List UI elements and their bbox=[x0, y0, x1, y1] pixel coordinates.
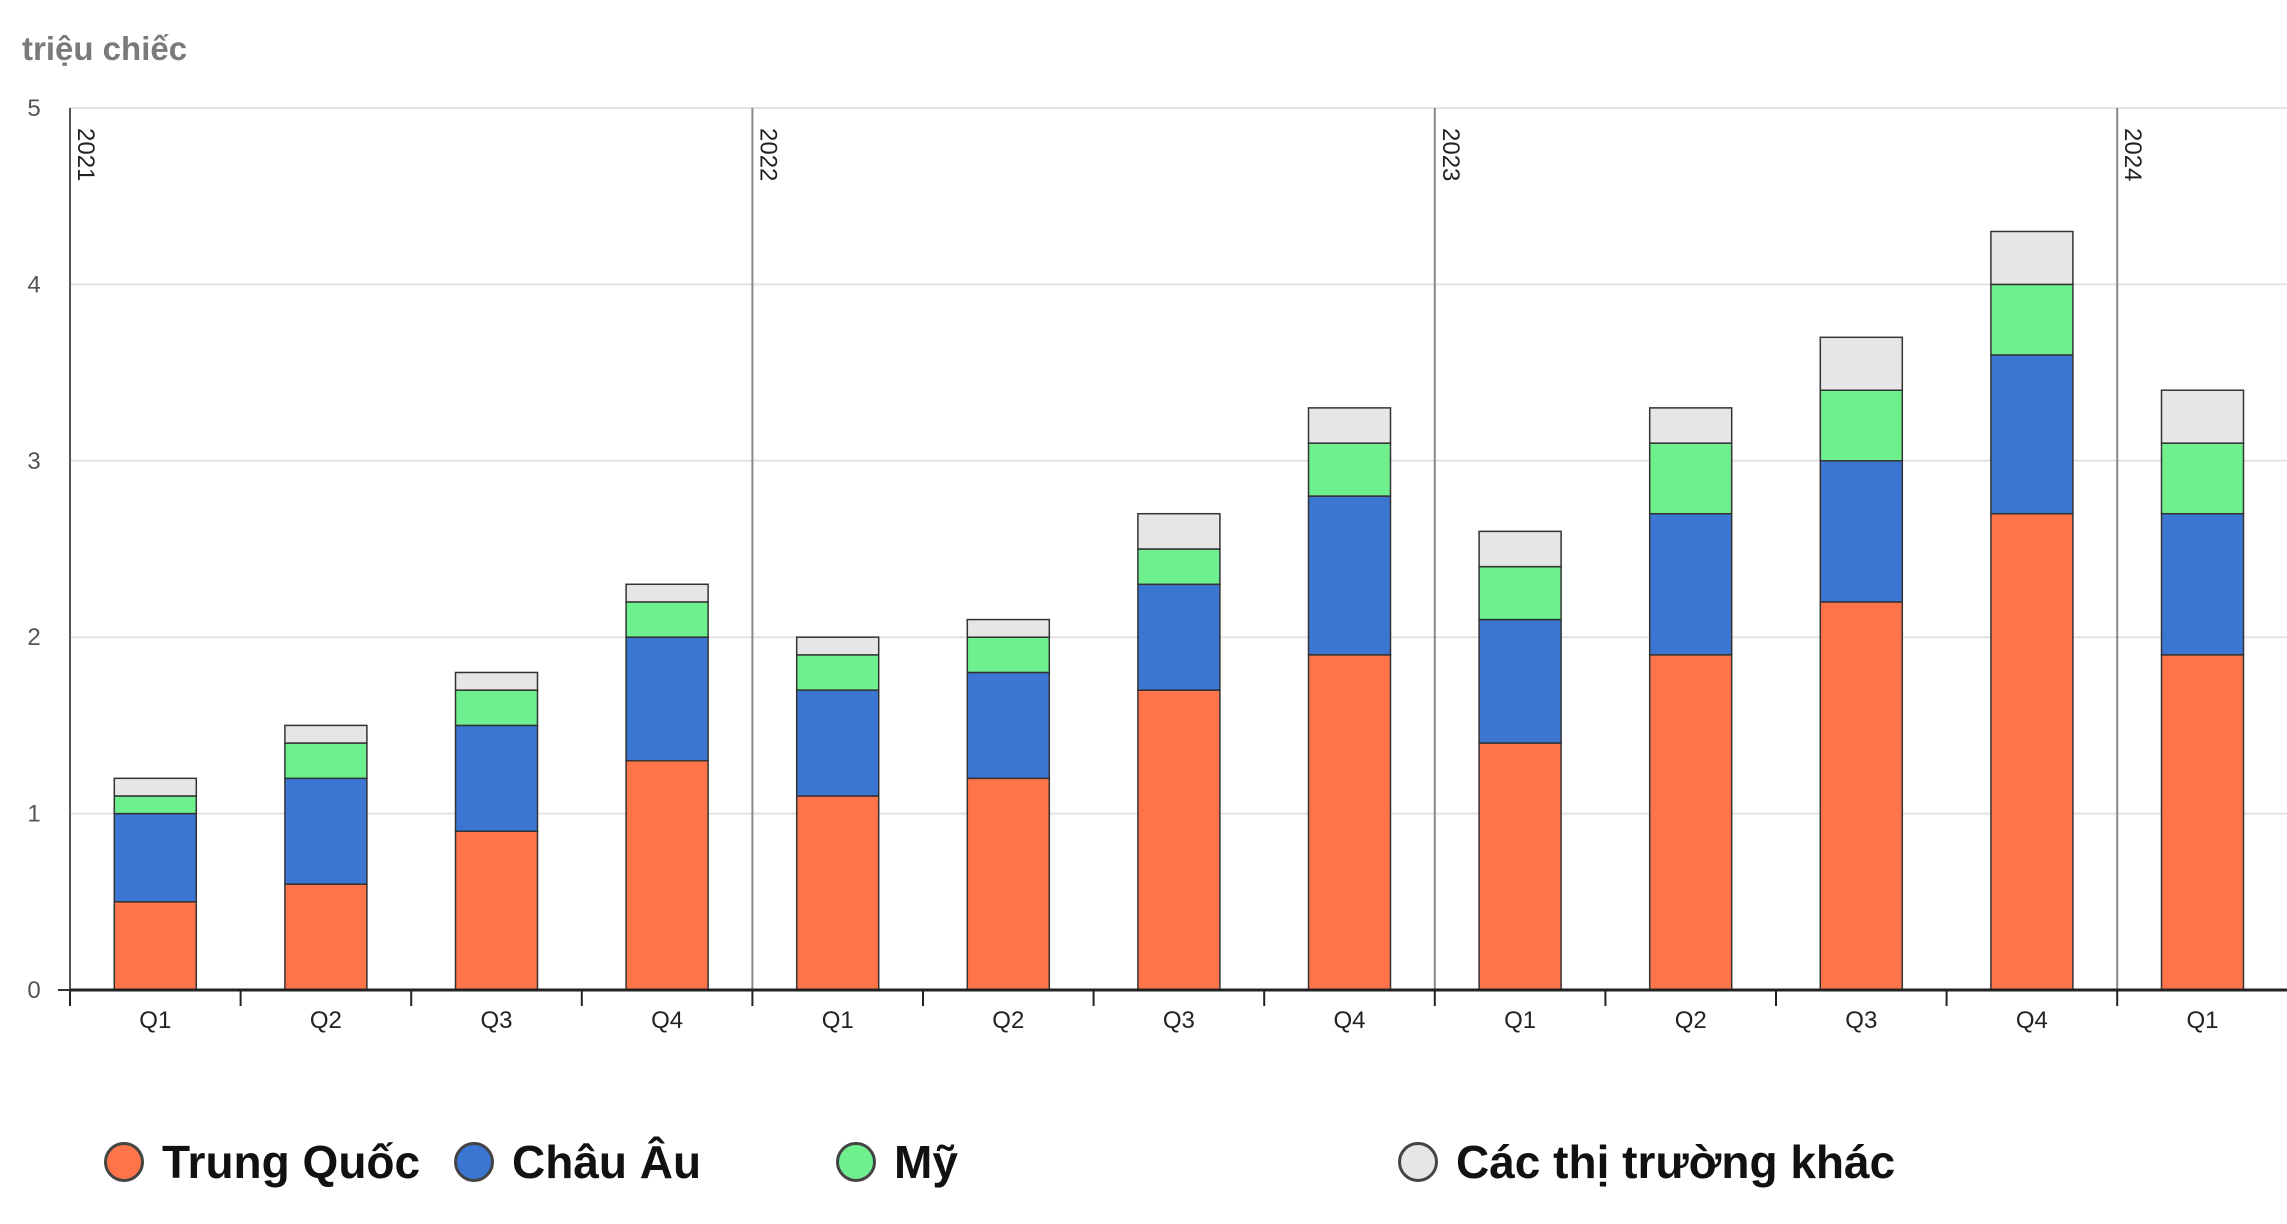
year-label: 2022 bbox=[754, 128, 781, 181]
year-label: 2023 bbox=[1437, 128, 1464, 181]
legend-item-us[interactable]: Mỹ bbox=[836, 1132, 958, 1192]
bar-segment-europe bbox=[113, 812, 198, 903]
x-tick-label: Q3 bbox=[480, 1007, 512, 1034]
legend-label-us: Mỹ bbox=[894, 1136, 958, 1188]
bar-segment-us bbox=[1990, 283, 2074, 356]
y-tick-label: 5 bbox=[27, 95, 40, 122]
year-label: 2021 bbox=[72, 128, 99, 181]
bar-segment-europe bbox=[1307, 495, 1392, 656]
x-tick-label: Q2 bbox=[310, 1007, 342, 1034]
bar-segment-other bbox=[966, 618, 1051, 638]
legend-swatch-other bbox=[1398, 1142, 1438, 1182]
bar-segment-us bbox=[1819, 389, 1904, 462]
legend-swatch-europe bbox=[454, 1142, 494, 1182]
year-separators bbox=[751, 108, 2119, 990]
bar-segment-us bbox=[1307, 442, 1392, 497]
x-tick-label: Q1 bbox=[139, 1007, 171, 1034]
year-labels: 2021 2022 2023 2024 bbox=[72, 128, 2146, 181]
y-tick-label: 3 bbox=[27, 448, 40, 475]
bar-segment-europe bbox=[795, 689, 880, 797]
bar-segment-us bbox=[113, 795, 198, 815]
legend-label-europe: Châu Âu bbox=[512, 1136, 702, 1188]
bar-segment-europe bbox=[1478, 618, 1562, 744]
bar-segment-other bbox=[2160, 389, 2245, 444]
bar-segment-other bbox=[1478, 530, 1562, 568]
bar-segment-europe bbox=[625, 636, 709, 762]
bar-segment-other bbox=[284, 724, 368, 744]
bar-segment-europe bbox=[966, 671, 1051, 780]
bar-segment-europe bbox=[284, 777, 368, 885]
y-tick-labels: 0 1 2 3 4 5 bbox=[27, 95, 40, 1004]
x-tick-labels: Q1 Q2 Q3 Q4 Q1 Q2 Q3 Q4 Q1 Q2 Q3 Q4 Q1 bbox=[139, 1007, 2218, 1034]
bar-segment-europe bbox=[2160, 512, 2245, 656]
bar-segment-china bbox=[1990, 512, 2074, 991]
x-tick-label: Q1 bbox=[1504, 1007, 1536, 1034]
bar-segment-europe bbox=[1819, 460, 1904, 603]
x-tick-label: Q3 bbox=[1845, 1007, 1877, 1034]
bar-segment-china bbox=[113, 901, 198, 991]
x-tick-label: Q3 bbox=[1163, 1007, 1195, 1034]
legend-item-other[interactable]: Các thị trường khác bbox=[1398, 1132, 1895, 1192]
legend-label-china: Trung Quốc bbox=[162, 1136, 421, 1188]
bar-segment-china bbox=[966, 777, 1051, 991]
bar-segment-other bbox=[1819, 336, 1904, 391]
bar-segment-europe bbox=[1648, 512, 1733, 656]
x-tick-label: Q2 bbox=[1675, 1007, 1707, 1034]
legend-swatch-china bbox=[104, 1142, 144, 1182]
bar-segment-china bbox=[284, 883, 368, 991]
y-tick-label: 0 bbox=[27, 977, 40, 1004]
y-axis-unit-label: triệu chiếc bbox=[22, 30, 188, 67]
bar-segment-other bbox=[1648, 407, 1733, 444]
bar-segment-us bbox=[625, 601, 709, 638]
bar-segment-us bbox=[795, 654, 880, 691]
bar-segment-china bbox=[625, 759, 709, 991]
x-tick-label: Q1 bbox=[822, 1007, 854, 1034]
bar-segment-other bbox=[113, 777, 198, 797]
bar-segment-other bbox=[625, 583, 709, 603]
bar-segment-europe bbox=[454, 724, 539, 832]
x-tick-label: Q1 bbox=[2186, 1007, 2218, 1034]
y-tick-label: 4 bbox=[27, 271, 40, 298]
bar-segment-china bbox=[1478, 742, 1562, 991]
bar-segment-china bbox=[1307, 654, 1392, 991]
bar-segment-other bbox=[1990, 230, 2074, 286]
bar-segment-china bbox=[1137, 689, 1221, 991]
bar-segment-us bbox=[966, 636, 1051, 674]
x-tick-label: Q4 bbox=[1333, 1007, 1365, 1034]
bars bbox=[113, 230, 2245, 991]
bar-segment-europe bbox=[1137, 583, 1221, 691]
legend-item-europe[interactable]: Châu Âu bbox=[454, 1132, 701, 1192]
y-tick-label: 1 bbox=[27, 801, 40, 828]
x-tick-label: Q4 bbox=[651, 1007, 683, 1034]
bar-segment-us bbox=[1648, 442, 1733, 515]
year-label: 2024 bbox=[2119, 128, 2146, 181]
bar-segment-china bbox=[454, 830, 539, 991]
bar-segment-europe bbox=[1990, 354, 2074, 515]
bar-segment-us bbox=[454, 689, 539, 727]
legend-swatch-us bbox=[836, 1142, 876, 1182]
bar-segment-china bbox=[1819, 601, 1904, 991]
legend-label-other: Các thị trường khác bbox=[1456, 1136, 1896, 1188]
bar-segment-china bbox=[2160, 654, 2245, 991]
bar-segment-other bbox=[454, 671, 539, 691]
bar-segment-other bbox=[795, 636, 880, 656]
bar-segment-china bbox=[1648, 654, 1733, 991]
legend-item-china[interactable]: Trung Quốc bbox=[104, 1132, 420, 1192]
bar-segment-other bbox=[1137, 512, 1221, 550]
bar-segment-us bbox=[2160, 442, 2245, 515]
bar-segment-us bbox=[1478, 565, 1562, 621]
x-tick-label: Q4 bbox=[2016, 1007, 2048, 1034]
y-tick-label: 2 bbox=[27, 624, 40, 651]
bar-segment-other bbox=[1307, 407, 1392, 444]
bar-segment-china bbox=[795, 795, 880, 991]
x-tick-label: Q2 bbox=[992, 1007, 1024, 1034]
bar-segment-us bbox=[284, 742, 368, 780]
bar-segment-us bbox=[1137, 548, 1221, 586]
x-axis bbox=[58, 108, 2287, 1006]
